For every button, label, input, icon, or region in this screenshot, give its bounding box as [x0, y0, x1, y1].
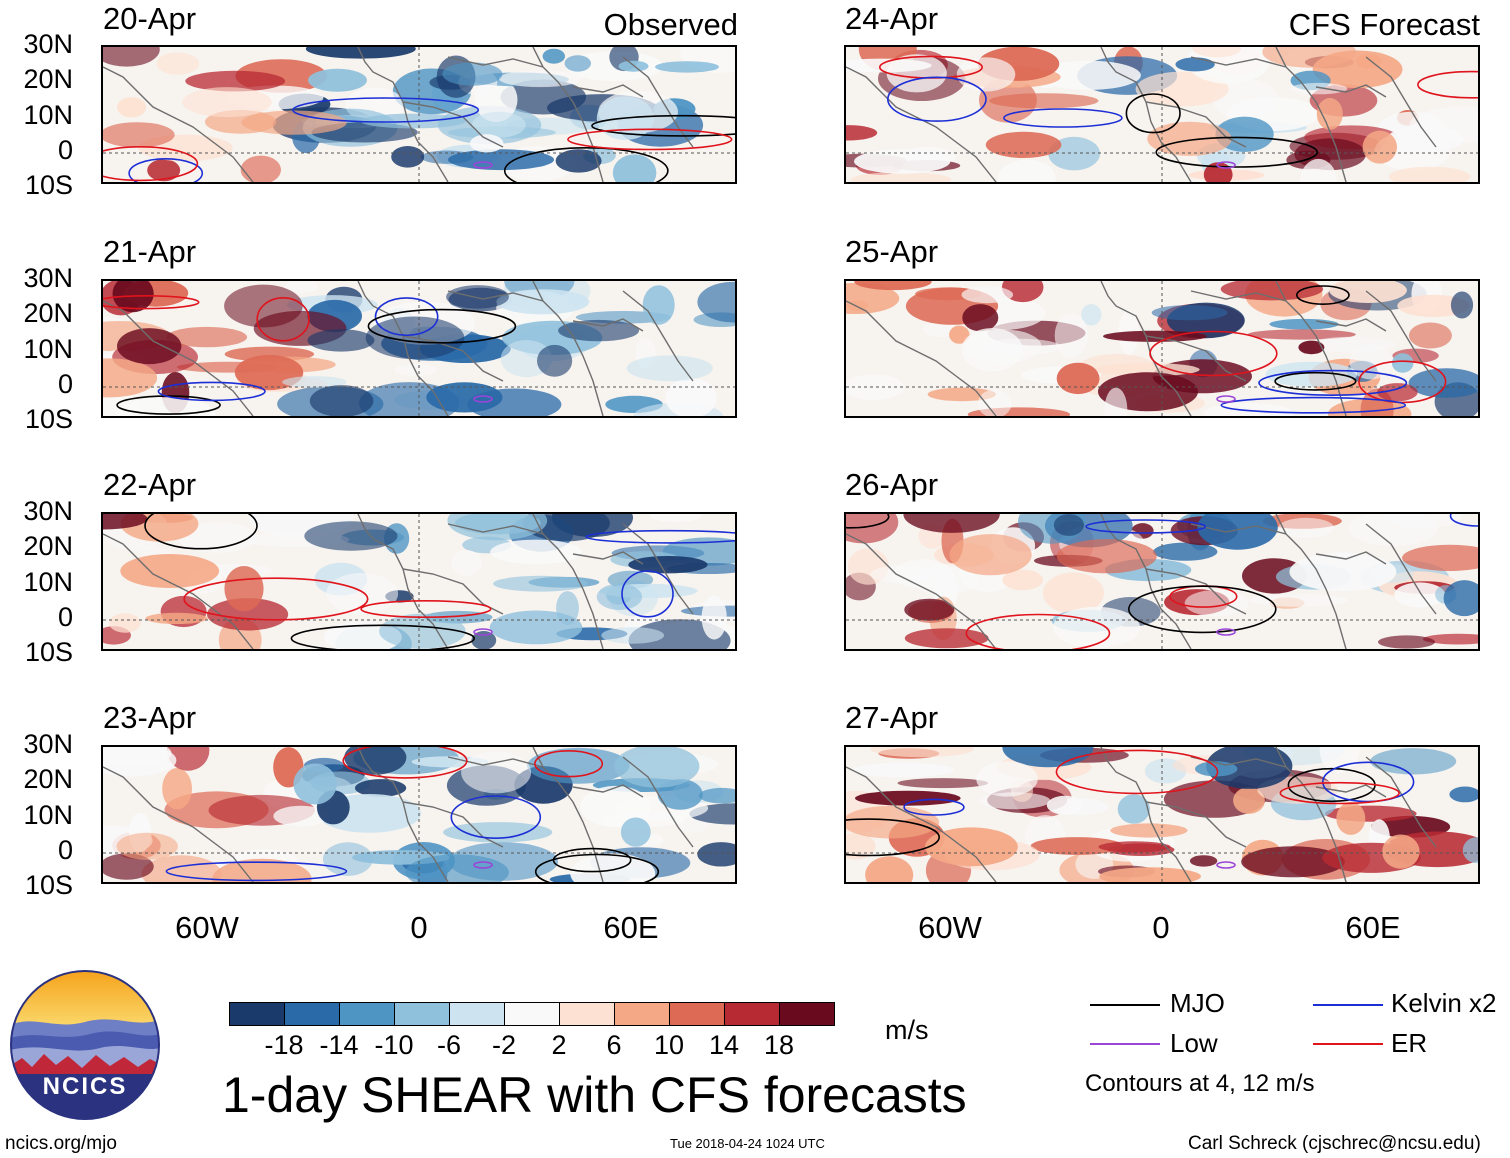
lon-label-60e-right: 60E: [1345, 910, 1401, 945]
observed-header: Observed: [603, 7, 738, 42]
lon-label-60e-left: 60E: [603, 910, 659, 945]
lat-label-20n-p1: 20N: [23, 64, 73, 94]
colorbar-swatch: [669, 1002, 725, 1026]
colorbar-tick: 10: [653, 1030, 685, 1060]
lat-label-20n-p2: 20N: [23, 298, 73, 328]
lon-label-0-left: 0: [410, 910, 428, 945]
ncics-logo-text: NCICS: [43, 1073, 128, 1100]
forecast-header: CFS Forecast: [1288, 7, 1480, 42]
panel-date-22-apr: 22-Apr: [103, 467, 197, 502]
colorbar-tick: 14: [708, 1030, 740, 1060]
lat-label-10n-p4: 10N: [23, 800, 73, 830]
colorbar-tick: -18: [264, 1030, 304, 1060]
legend-line-kelvin: [1313, 1004, 1383, 1006]
shear-map-22-apr: [101, 512, 737, 651]
colorbar-swatch: [559, 1002, 615, 1026]
legend-line-er: [1313, 1043, 1383, 1045]
colorbar-swatch: [779, 1002, 835, 1026]
panel-date-23-apr: 23-Apr: [103, 700, 197, 735]
colorbar-swatch: [504, 1002, 560, 1026]
shear-map-27-apr: [844, 745, 1480, 884]
colorbar-swatch: [394, 1002, 450, 1026]
panel-date-21-apr: 21-Apr: [103, 234, 197, 269]
shear-map-21-apr: [101, 279, 737, 418]
lat-label-10s-p3: 10S: [24, 637, 73, 667]
colorbar-swatch: [339, 1002, 395, 1026]
lat-label-20n-p3: 20N: [23, 531, 73, 561]
colorbar-tick: -2: [491, 1030, 516, 1060]
colorbar-tick: 2: [551, 1030, 567, 1060]
footer-author: Carl Schreck (cjschrec@ncsu.edu): [1188, 1133, 1481, 1154]
colorbar-swatch: [724, 1002, 780, 1026]
panel-date-24-apr: 24-Apr: [845, 1, 939, 36]
legend-line-low: [1090, 1043, 1160, 1045]
footer-url[interactable]: ncics.org/mjo: [5, 1133, 117, 1154]
lon-label-60w-right: 60W: [918, 910, 982, 945]
lat-label-10n-p1: 10N: [23, 100, 73, 130]
lat-label-10n-p3: 10N: [23, 567, 73, 597]
shear-map-26-apr: [844, 512, 1480, 651]
lon-label-60w-left: 60W: [175, 910, 239, 945]
lat-label-10s-p1: 10S: [24, 170, 73, 200]
colorbar-swatch: [449, 1002, 505, 1026]
footer-timestamp: Tue 2018-04-24 1024 UTC: [670, 1136, 825, 1151]
colorbar-swatch: [229, 1002, 285, 1026]
colorbar-swatch: [284, 1002, 340, 1026]
lat-label-30n-p4: 30N: [23, 729, 73, 759]
colorbar-tick: 6: [606, 1030, 622, 1060]
shear-map-20-apr: [101, 45, 737, 184]
lat-label-20n-p4: 20N: [23, 764, 73, 794]
lat-label-10s-p2: 10S: [24, 404, 73, 434]
panel-date-25-apr: 25-Apr: [845, 234, 939, 269]
lat-label-10n-p2: 10N: [23, 334, 73, 364]
colorbar-tick: -6: [436, 1030, 461, 1060]
colorbar-tick: -14: [319, 1030, 359, 1060]
lat-label-0-p2: 0: [57, 369, 73, 399]
lat-label-0-p1: 0: [57, 135, 73, 165]
lat-label-0-p4: 0: [57, 835, 73, 865]
lat-label-30n-p2: 30N: [23, 263, 73, 293]
legend-label-er: ER: [1391, 1028, 1428, 1058]
lon-label-0-right: 0: [1152, 910, 1170, 945]
panel-date-27-apr: 27-Apr: [845, 700, 939, 735]
shear-map-24-apr: [844, 45, 1480, 184]
ncics-logo: NCICS: [10, 970, 160, 1120]
legend-label-low: Low: [1170, 1028, 1218, 1058]
shear-map-25-apr: [844, 279, 1480, 418]
lat-label-30n-p1: 30N: [23, 29, 73, 59]
colorbar-tick: 18: [763, 1030, 795, 1060]
lat-label-0-p3: 0: [57, 602, 73, 632]
lat-label-10s-p4: 10S: [24, 870, 73, 900]
contour-note: Contours at 4, 12 m/s: [1085, 1070, 1315, 1097]
panel-date-26-apr: 26-Apr: [845, 467, 939, 502]
colorbar-units: m/s: [885, 1015, 929, 1045]
shear-map-23-apr: [101, 745, 737, 884]
legend-line-mjo: [1090, 1004, 1160, 1006]
lat-label-30n-p3: 30N: [23, 496, 73, 526]
main-title: 1-day SHEAR with CFS forecasts: [222, 1067, 967, 1123]
colorbar-tick: -10: [374, 1030, 414, 1060]
panel-date-20-apr: 20-Apr: [103, 1, 197, 36]
legend-label-kelvin: Kelvin x2: [1391, 988, 1497, 1018]
colorbar-swatch: [614, 1002, 670, 1026]
legend-label-mjo: MJO: [1170, 988, 1225, 1018]
